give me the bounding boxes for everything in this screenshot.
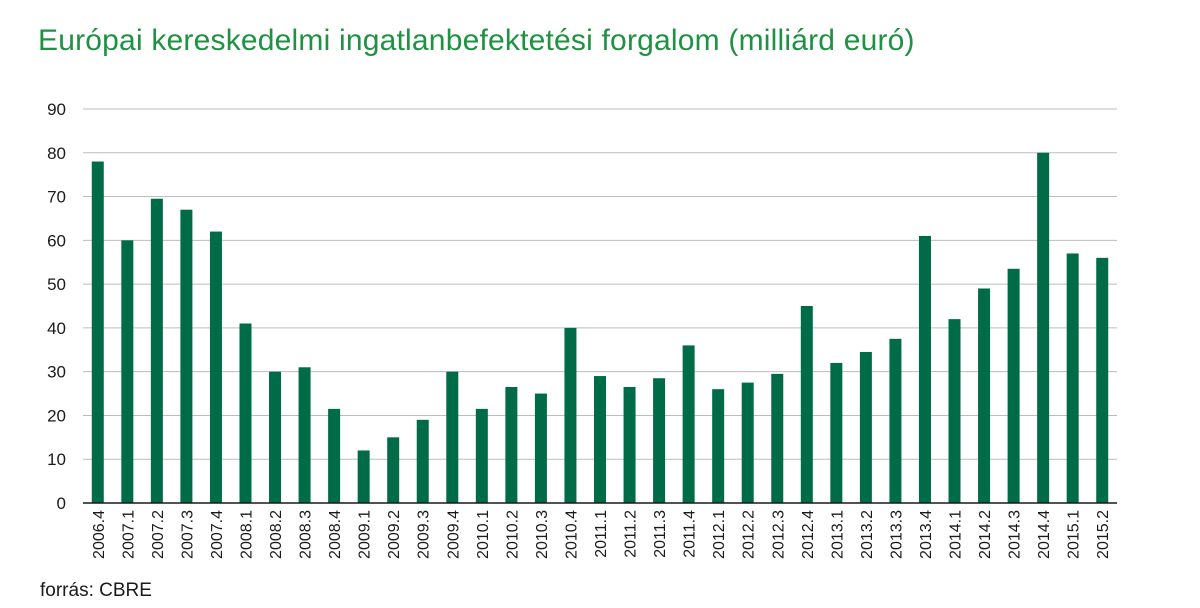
- bar: [121, 240, 134, 504]
- bar: [889, 338, 902, 503]
- x-tick-label: 2012.4: [800, 510, 817, 559]
- chart-title: Európai kereskedelmi ingatlanbefektetési…: [38, 24, 915, 57]
- bar: [771, 373, 784, 503]
- x-tick-label: 2010.4: [563, 510, 580, 559]
- x-tick-label: 2013.3: [888, 510, 905, 559]
- y-tick-label: 0: [57, 494, 66, 513]
- bar: [416, 419, 429, 503]
- x-tick-label: 2009.2: [386, 510, 403, 559]
- y-tick-label: 50: [47, 275, 66, 294]
- x-tick-label: 2014.4: [1036, 510, 1053, 559]
- x-tick-label: 2010.2: [504, 510, 521, 559]
- y-tick-label: 10: [47, 450, 66, 469]
- bar: [298, 367, 311, 503]
- y-tick-label: 30: [47, 363, 66, 382]
- x-tick-label: 2008.2: [268, 510, 285, 559]
- y-tick-label: 60: [47, 231, 66, 250]
- x-tick-label: 2008.1: [238, 510, 255, 559]
- x-tick-label: 2009.1: [357, 510, 374, 559]
- y-tick-label: 20: [47, 406, 66, 425]
- bar: [1096, 257, 1109, 503]
- x-tick-label: 2015.2: [1095, 510, 1112, 559]
- bar: [741, 382, 754, 503]
- x-axis-ticks: 2006.4 2007.1 2007.2 2007.3 2007.4 2008.1 2008…: [91, 510, 1112, 559]
- x-tick-label: 2014.3: [1007, 510, 1024, 559]
- x-tick-label: 2008.4: [327, 510, 344, 559]
- y-tick-label: 70: [47, 188, 66, 207]
- bar: [712, 389, 725, 503]
- bar: [682, 345, 695, 503]
- x-tick-label: 2011.4: [682, 510, 699, 558]
- bar: [859, 351, 872, 503]
- bar: [564, 327, 577, 503]
- bar: [1037, 152, 1050, 503]
- y-tick-label: 40: [47, 319, 66, 338]
- y-tick-label: 90: [47, 100, 66, 119]
- x-tick-label: 2009.3: [416, 510, 433, 559]
- y-axis-ticks: 0 10 20 30 40 50 60 70 80 90: [47, 100, 66, 513]
- x-tick-label: 2013.2: [859, 510, 876, 559]
- x-tick-label: 2014.1: [948, 510, 965, 559]
- x-tick-label: 2013.4: [918, 510, 935, 559]
- x-tick-label: 2012.3: [770, 510, 787, 559]
- bar: [978, 288, 991, 503]
- bar: [209, 231, 222, 504]
- x-tick-label: 2012.1: [711, 510, 728, 559]
- bar: [1066, 253, 1079, 503]
- bar: [239, 323, 252, 503]
- bar: [150, 198, 163, 503]
- bar: [918, 235, 931, 503]
- x-tick-label: 2012.2: [741, 510, 758, 559]
- x-tick-label: 2007.3: [179, 510, 196, 559]
- bars: [91, 152, 1109, 504]
- x-tick-label: 2011.1: [593, 510, 610, 558]
- source-note: forrás: CBRE: [40, 580, 152, 601]
- bar: [505, 386, 518, 503]
- bar: [180, 209, 193, 503]
- bar: [830, 362, 843, 503]
- x-tick-label: 2006.4: [91, 510, 108, 559]
- bar: [1007, 268, 1020, 503]
- bar: [800, 306, 813, 503]
- x-tick-label: 2010.3: [534, 510, 551, 559]
- bar: [328, 408, 341, 503]
- x-tick-label: 2010.1: [475, 510, 492, 559]
- x-tick-label: 2011.3: [652, 510, 669, 558]
- x-tick-label: 2015.1: [1066, 510, 1083, 559]
- x-tick-label: 2011.2: [623, 510, 640, 558]
- bar: [948, 319, 961, 503]
- bar: [91, 161, 104, 504]
- x-tick-label: 2007.1: [120, 510, 137, 559]
- bar: [594, 376, 606, 503]
- x-tick-label: 2013.1: [829, 510, 846, 559]
- bar: [357, 450, 370, 503]
- bar: [269, 371, 282, 503]
- bar: [653, 378, 666, 503]
- x-tick-label: 2009.4: [445, 510, 462, 559]
- x-tick-label: 2014.2: [977, 510, 994, 559]
- bar: [534, 393, 547, 503]
- y-tick-label: 80: [47, 144, 66, 163]
- bar: [446, 371, 459, 503]
- bar: [475, 408, 488, 503]
- bar: [623, 386, 636, 503]
- x-tick-label: 2008.3: [298, 510, 315, 559]
- x-tick-label: 2007.4: [209, 510, 226, 559]
- x-tick-label: 2007.2: [150, 510, 167, 559]
- bar: [387, 437, 400, 503]
